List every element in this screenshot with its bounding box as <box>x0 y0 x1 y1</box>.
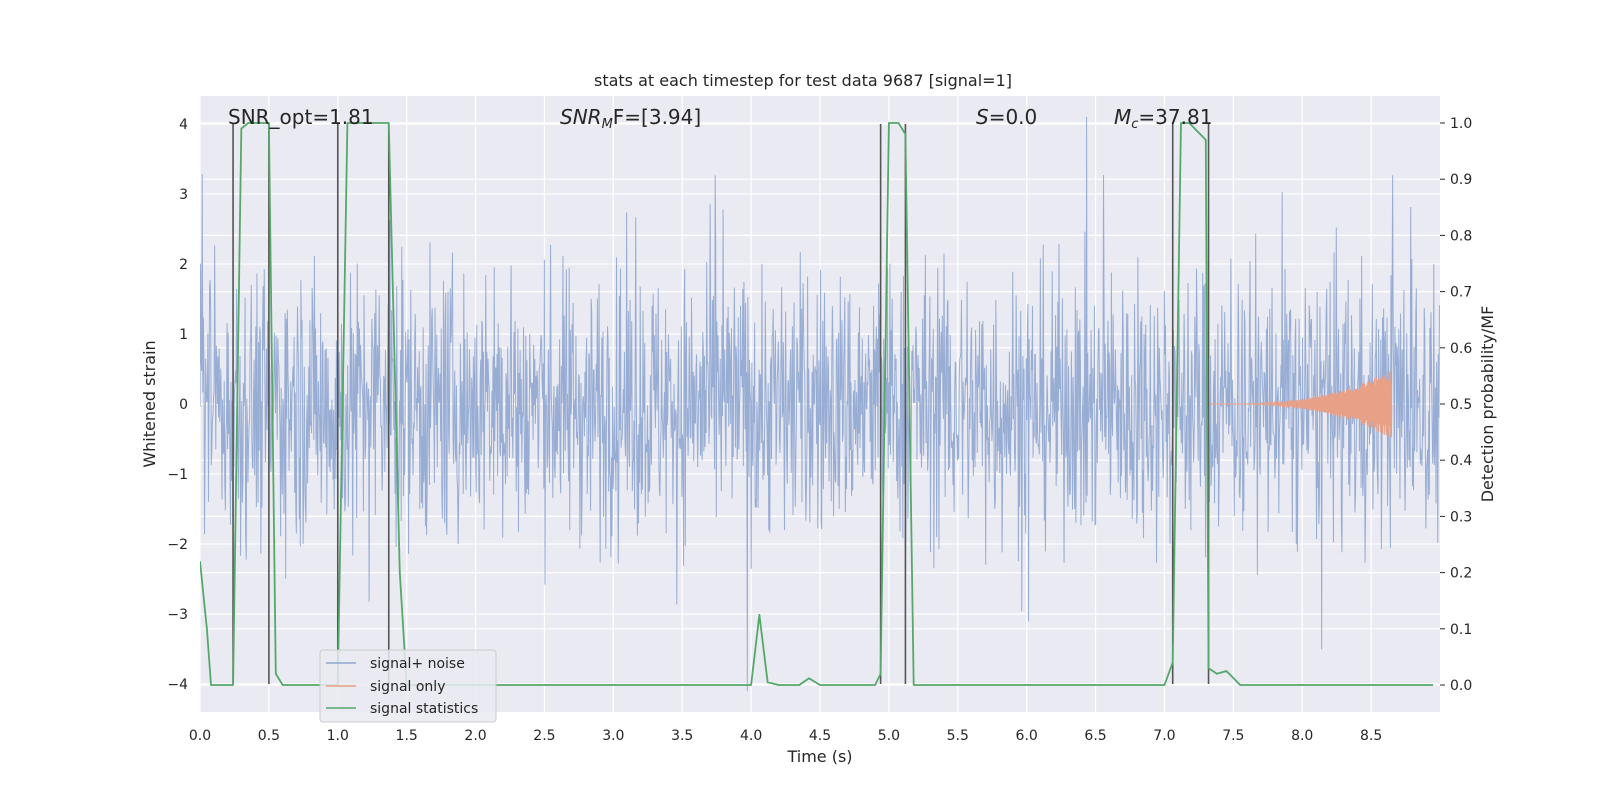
y-tick-label-7: −3 <box>167 607 188 623</box>
y2-tick-label-2: 0.8 <box>1450 228 1472 244</box>
y2-tick-label-4: 0.6 <box>1450 341 1472 357</box>
annotation-s-base: S <box>976 105 989 129</box>
y-tick-label-2: 2 <box>179 257 188 273</box>
x-tick-label-13: 6.5 <box>1084 728 1106 744</box>
annotation-snr-mf-base: SNR <box>560 105 602 129</box>
chirp-line <box>1205 371 1393 438</box>
y-tick-label-1: 3 <box>179 187 188 203</box>
y2-tick-label-7: 0.3 <box>1450 509 1472 525</box>
x-tick-label-9: 4.5 <box>809 728 831 744</box>
annotation-snr-mf: SNRMF=[3.94] <box>560 105 701 132</box>
legend-label-signal-only: signal only <box>370 679 445 695</box>
y-tick-label-8: −4 <box>167 677 188 693</box>
x-tick-label-6: 3.0 <box>602 728 624 744</box>
y2-tick-label-6: 0.4 <box>1450 453 1472 469</box>
x-tick-label-17: 8.5 <box>1360 728 1382 744</box>
y2-tick-label-1: 0.9 <box>1450 172 1472 188</box>
statistics-line <box>200 122 1434 686</box>
annotation-s: S=0.0 <box>976 105 1037 129</box>
x-tick-label-10: 5.0 <box>878 728 900 744</box>
y2-axis-label: Detection probability/MF <box>1478 306 1497 503</box>
x-tick-label-7: 3.5 <box>671 728 693 744</box>
x-tick-label-3: 1.5 <box>396 728 418 744</box>
y-axis-label: Whitened strain <box>140 340 159 467</box>
x-tick-label-16: 8.0 <box>1291 728 1313 744</box>
y-tick-label-4: 0 <box>179 397 188 413</box>
y2-tick-label-10: 0.0 <box>1450 678 1472 694</box>
y-tick-label-0: 4 <box>179 117 188 133</box>
series-signal-noise <box>200 116 1440 692</box>
legend-box <box>319 649 497 723</box>
y-tick-label-6: −2 <box>167 537 188 553</box>
annotation-snr-mf-rest: F=[3.94] <box>613 105 701 129</box>
vertical-markers <box>232 124 1210 684</box>
annotation-s-rest: =0.0 <box>989 105 1038 129</box>
series-signal-only <box>1205 371 1393 438</box>
y2-tick-label-5: 0.5 <box>1450 397 1472 413</box>
annotation-mc-base: M <box>1114 105 1131 129</box>
x-tick-label-15: 7.5 <box>1222 728 1244 744</box>
x-tick-label-12: 6.0 <box>1016 728 1038 744</box>
x-tick-label-8: 4.0 <box>740 728 762 744</box>
y-tick-label-3: 1 <box>179 327 188 343</box>
x-tick-label-14: 7.0 <box>1153 728 1175 744</box>
annotation-mc-sub: c <box>1131 117 1138 132</box>
y-tick-label-5: −1 <box>167 467 188 483</box>
annotation-mc-rest: =37.81 <box>1138 105 1212 129</box>
noise-line <box>200 116 1440 692</box>
legend: signal+ noise signal only signal statist… <box>319 649 497 723</box>
x-tick-label-2: 1.0 <box>327 728 349 744</box>
y2-tick-label-3: 0.7 <box>1450 285 1472 301</box>
legend-label-signal-noise: signal+ noise <box>370 656 465 672</box>
annotation-mc: Mc=37.81 <box>1114 105 1212 132</box>
x-tick-label-11: 5.5 <box>947 728 969 744</box>
y2-tick-label-9: 0.1 <box>1450 622 1472 638</box>
y2-tick-label-8: 0.2 <box>1450 566 1472 582</box>
x-tick-label-1: 0.5 <box>258 728 280 744</box>
annotation-snr-mf-sub: M <box>602 117 613 132</box>
x-tick-label-0: 0.0 <box>189 728 211 744</box>
series-signal-statistics <box>200 122 1434 686</box>
x-axis-label: Time (s) <box>786 747 852 766</box>
y-axis-ticks: 4 3 2 1 0 −1 −2 −3 −4 <box>167 117 188 693</box>
x-tick-label-4: 2.0 <box>464 728 486 744</box>
y2-axis-ticks: 1.0 0.9 0.8 0.7 0.6 0.5 0.4 0.3 0.2 0.1 0.0 <box>1440 116 1472 694</box>
x-axis-ticks: 0.0 0.5 1.0 1.5 2.0 2.5 3.0 3.5 4.0 4.5 5.0 5.5 6.0 6… <box>189 728 1382 744</box>
y2-tick-label-0: 1.0 <box>1450 116 1472 132</box>
legend-label-signal-statistics: signal statistics <box>370 701 478 717</box>
x-tick-label-5: 2.5 <box>533 728 555 744</box>
chart-title: stats at each timestep for test data 968… <box>594 71 1012 90</box>
annotation-snr-opt: SNR_opt=1.81 <box>228 105 374 129</box>
